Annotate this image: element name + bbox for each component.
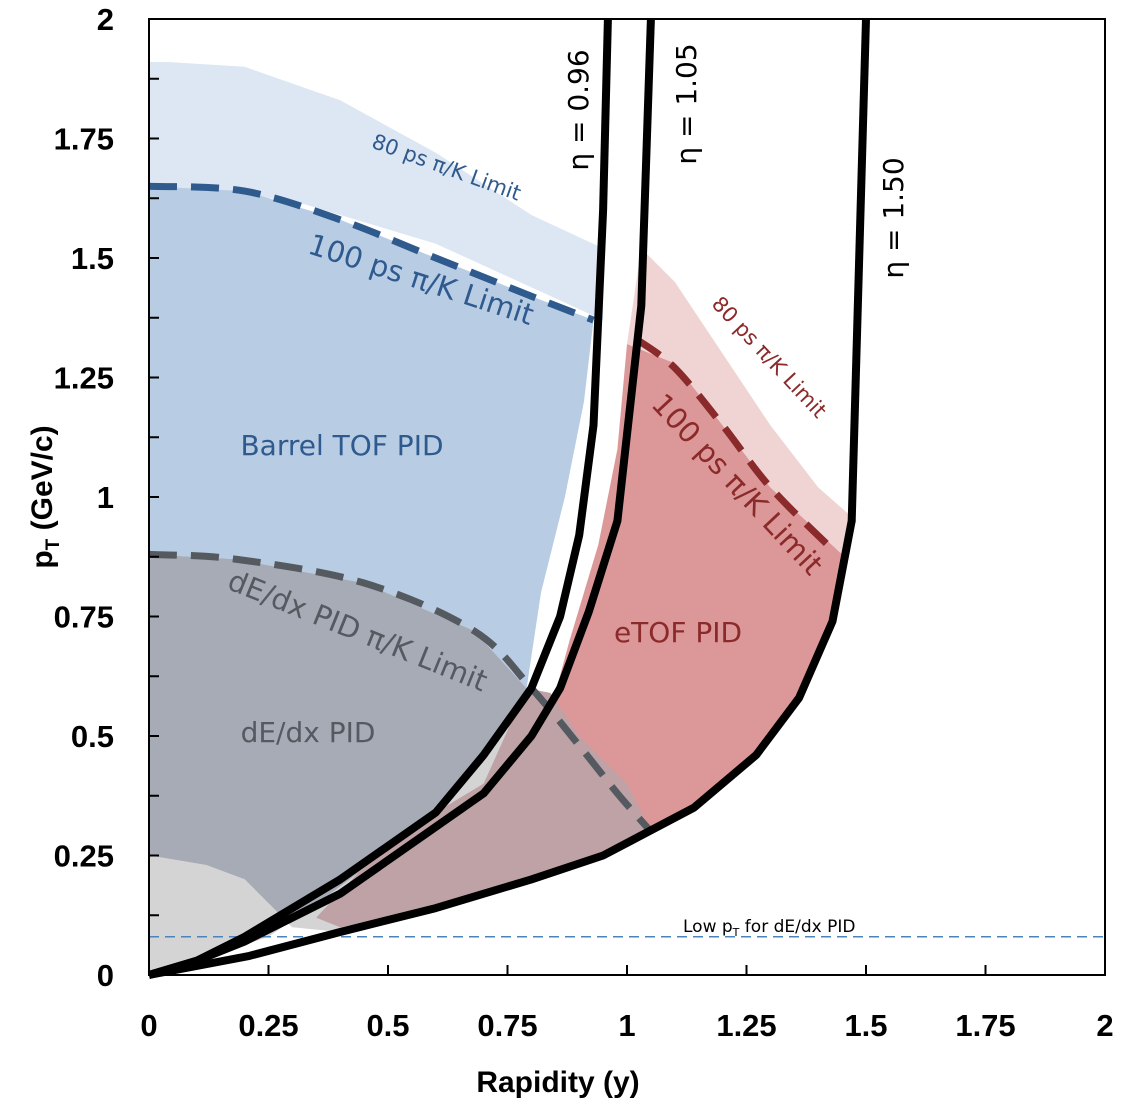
y-tick-label: 0.5	[71, 719, 114, 754]
etof-label: eTOF PID	[614, 616, 742, 649]
barrel-80ps-region	[149, 62, 604, 851]
eta-label-2: η = 1.50	[877, 157, 910, 278]
x-tick-label: 0.5	[366, 1008, 409, 1043]
barrel-tof-region	[149, 186, 594, 851]
eta-curve-1	[147, 18, 655, 979]
eta-curves-layer	[147, 18, 870, 979]
x-tick-label: 2	[1096, 1008, 1113, 1043]
y-tick-label: 2	[97, 2, 114, 37]
y-tick-label: 1.75	[54, 122, 114, 157]
regions-layer	[149, 62, 1105, 975]
low-pt-label-sub: T	[732, 926, 740, 939]
eta-label-1: η = 1.05	[670, 43, 703, 164]
eta-label-0: η = 0.96	[562, 49, 595, 170]
low-pt-label-pre: Low p	[683, 917, 733, 937]
etof-80ps-region	[627, 248, 857, 555]
y-tick-label: 1	[97, 480, 114, 515]
barrel-tof-label: Barrel TOF PID	[240, 429, 443, 462]
x-tick-label: 0.75	[477, 1008, 537, 1043]
y-axis-title: pT (GeV/c)	[26, 425, 64, 568]
ticks-layer: 0 0.25 0.5 0.75 1 1.25 1.5 1.75 2 0 0.25 0.5 0.75 1 1.…	[54, 2, 1114, 1043]
y-tick-label: 0.75	[54, 600, 114, 635]
dedx-limit	[148, 550, 654, 834]
x-tick-label: 1.5	[844, 1008, 887, 1043]
y-axis-title-rest: (GeV/c)	[26, 425, 59, 538]
eta-curve-2	[148, 18, 870, 979]
y-tick-label: 1.25	[54, 361, 114, 396]
y-tick-label: 1.5	[71, 241, 114, 276]
x-tick-label: 1.25	[716, 1008, 776, 1043]
y-tick-label: 0.25	[54, 839, 114, 874]
dedx-label: dE/dx PID	[241, 716, 376, 749]
y-axis-title-main: p	[26, 550, 59, 568]
dashed-limits-layer	[148, 182, 835, 834]
y-axis-title-sub: T	[43, 538, 64, 550]
low-pt-label: Low pT for dE/dx PID	[683, 917, 855, 939]
etof-100ps-limit	[634, 336, 835, 553]
x-tick-label: 1	[618, 1008, 635, 1043]
low-pt-label-post: for dE/dx PID	[739, 917, 855, 937]
x-axis-title: Rapidity (y)	[476, 1066, 639, 1099]
barrel-100ps-limit	[148, 182, 595, 324]
x-tick-label: 1.75	[955, 1008, 1015, 1043]
dedx-region	[149, 554, 527, 928]
x-tick-label: 0	[140, 1008, 157, 1043]
x-tick-label: 0.25	[238, 1008, 298, 1043]
y-tick-label: 0	[97, 958, 114, 993]
